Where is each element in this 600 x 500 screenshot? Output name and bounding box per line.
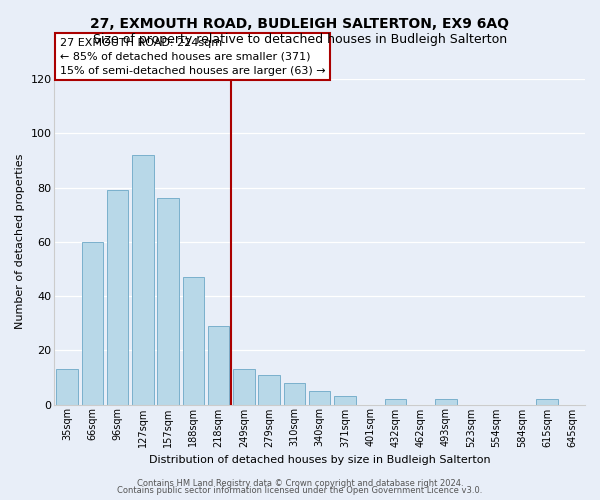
Bar <box>157 198 179 404</box>
Bar <box>208 326 229 404</box>
Bar <box>334 396 356 404</box>
Bar <box>385 399 406 404</box>
Bar <box>309 391 331 404</box>
Bar <box>82 242 103 404</box>
Bar <box>436 399 457 404</box>
Bar <box>56 369 78 404</box>
Text: 27 EXMOUTH ROAD: 224sqm
← 85% of detached houses are smaller (371)
15% of semi-d: 27 EXMOUTH ROAD: 224sqm ← 85% of detache… <box>60 38 325 76</box>
Y-axis label: Number of detached properties: Number of detached properties <box>15 154 25 330</box>
Text: Size of property relative to detached houses in Budleigh Salterton: Size of property relative to detached ho… <box>93 32 507 46</box>
Text: Contains HM Land Registry data © Crown copyright and database right 2024.: Contains HM Land Registry data © Crown c… <box>137 478 463 488</box>
Text: 27, EXMOUTH ROAD, BUDLEIGH SALTERTON, EX9 6AQ: 27, EXMOUTH ROAD, BUDLEIGH SALTERTON, EX… <box>91 18 509 32</box>
Bar <box>259 374 280 404</box>
Bar <box>182 277 204 404</box>
Bar <box>284 383 305 404</box>
Bar <box>233 369 254 404</box>
X-axis label: Distribution of detached houses by size in Budleigh Salterton: Distribution of detached houses by size … <box>149 455 491 465</box>
Bar <box>107 190 128 404</box>
Bar <box>536 399 558 404</box>
Text: Contains public sector information licensed under the Open Government Licence v3: Contains public sector information licen… <box>118 486 482 495</box>
Bar <box>132 155 154 404</box>
